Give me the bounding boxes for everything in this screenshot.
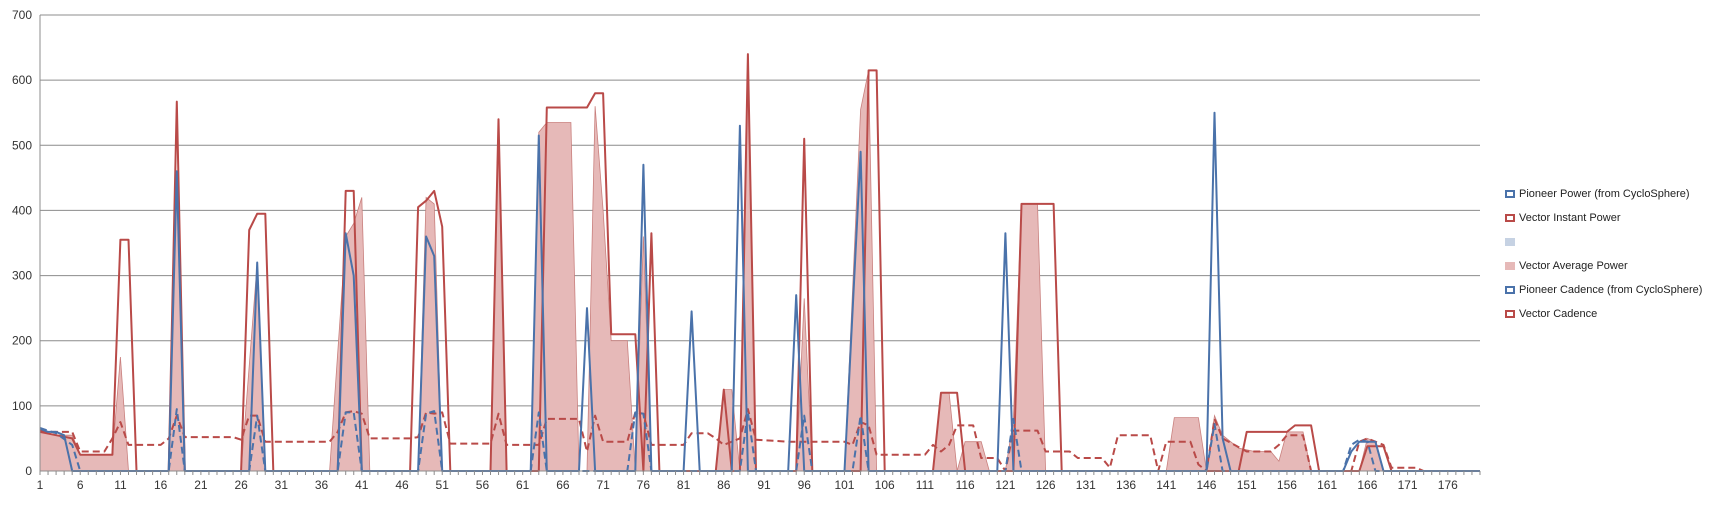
x-tick-label: 171 — [1398, 478, 1418, 492]
y-tick-label: 300 — [12, 269, 32, 283]
legend-label: Vector Cadence — [1519, 308, 1598, 320]
x-tick-label: 66 — [556, 478, 570, 492]
x-tick-label: 76 — [637, 478, 651, 492]
x-tick-label: 96 — [798, 478, 812, 492]
legend-item: Pioneer Power (from CycloSphere) — [1505, 182, 1730, 206]
legend-item: Pioneer Cadence (from CycloSphere) — [1505, 278, 1730, 302]
y-tick-label: 600 — [12, 73, 32, 87]
x-tick-label: 41 — [355, 478, 369, 492]
legend-item: Vector Average Power — [1505, 254, 1730, 278]
legend-label: Vector Instant Power — [1519, 212, 1621, 224]
legend-swatch — [1505, 214, 1515, 222]
legend-item — [1505, 230, 1730, 254]
x-tick-label: 161 — [1317, 478, 1337, 492]
x-tick-label: 116 — [956, 478, 975, 492]
legend-label: Vector Average Power — [1519, 260, 1628, 272]
series-pioneer-power-from-cyclosphere-line — [39, 111, 1480, 472]
x-tick-label: 86 — [717, 478, 731, 492]
x-tick-label: 166 — [1357, 478, 1377, 492]
x-tick-label: 71 — [596, 478, 610, 492]
x-tick-label: 131 — [1076, 478, 1096, 492]
legend-swatch — [1505, 310, 1515, 318]
x-tick-label: 11 — [114, 478, 127, 492]
x-tick-label: 6 — [77, 478, 84, 492]
x-tick-label: 36 — [315, 478, 329, 492]
legend-label: Pioneer Cadence (from CycloSphere) — [1519, 284, 1703, 296]
x-tick-label: 141 — [1156, 478, 1176, 492]
x-tick-label: 46 — [395, 478, 409, 492]
x-tick-label: 16 — [154, 478, 168, 492]
x-tick-label: 146 — [1196, 478, 1216, 492]
x-tick-label: 136 — [1116, 478, 1136, 492]
legend-swatch — [1505, 286, 1515, 294]
chart-legend: Pioneer Power (from CycloSphere) Vector I… — [1505, 182, 1730, 326]
x-tick-label: 101 — [834, 478, 854, 492]
x-tick-label: 176 — [1438, 478, 1458, 492]
y-tick-label: 200 — [12, 334, 32, 348]
x-tick-label: 56 — [476, 478, 490, 492]
x-tick-label: 106 — [875, 478, 895, 492]
legend-item: Vector Instant Power — [1505, 206, 1730, 230]
x-tick-label: 121 — [995, 478, 1015, 492]
y-tick-label: 0 — [25, 464, 32, 478]
x-tick-label: 26 — [234, 478, 248, 492]
x-tick-label: 111 — [916, 478, 935, 492]
x-tick-label: 151 — [1237, 478, 1257, 492]
x-tick-label: 51 — [436, 478, 450, 492]
x-tick-label: 126 — [1036, 478, 1056, 492]
x-tick-label: 81 — [677, 478, 691, 492]
x-tick-label: 31 — [275, 478, 289, 492]
x-tick-label: 156 — [1277, 478, 1297, 492]
x-tick-label: 61 — [516, 478, 530, 492]
legend-swatch — [1505, 238, 1515, 246]
y-tick-label: 100 — [12, 399, 32, 413]
x-tick-label: 91 — [757, 478, 771, 492]
x-tick-label: 21 — [194, 478, 208, 492]
y-tick-label: 700 — [12, 8, 32, 22]
legend-swatch — [1505, 190, 1515, 198]
legend-swatch — [1505, 262, 1515, 270]
x-tick-label: 1 — [37, 478, 44, 492]
y-tick-label: 500 — [12, 138, 32, 152]
legend-label: Pioneer Power (from CycloSphere) — [1519, 188, 1690, 200]
y-tick-label: 400 — [12, 203, 32, 217]
legend-item: Vector Cadence — [1505, 302, 1730, 326]
